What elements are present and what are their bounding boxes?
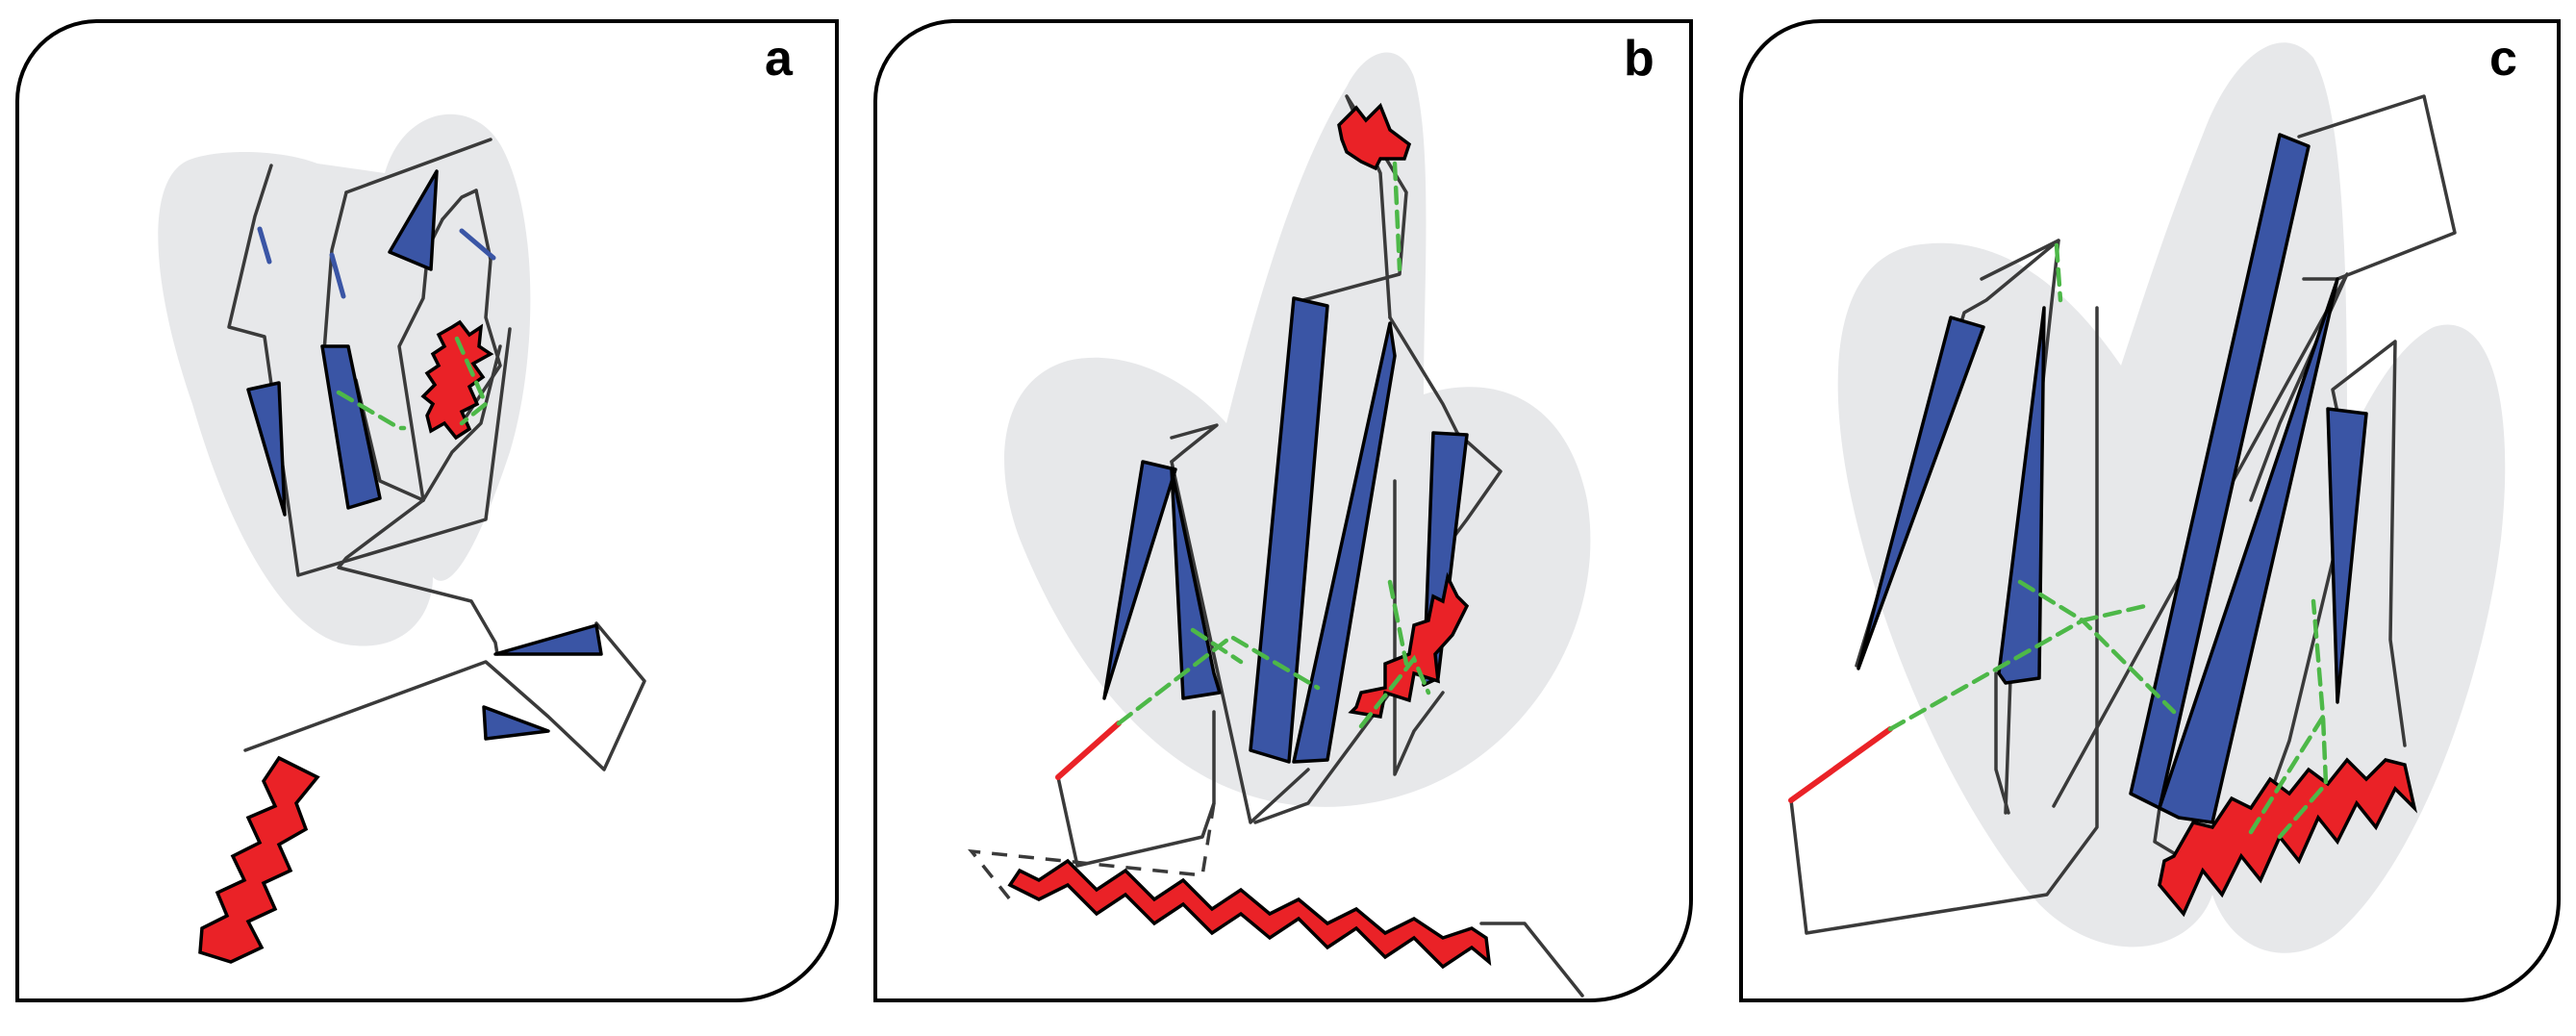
panel-a-strand-4 <box>493 623 603 656</box>
panel-c-coil-8 <box>2244 340 2407 863</box>
panel-a: a <box>15 19 839 1002</box>
panel-a-helix-small <box>420 319 494 441</box>
panel-a-hbond-2 <box>454 336 489 426</box>
panel-b-hbond-4 <box>1387 579 1409 667</box>
panel-a-strand-3 <box>388 169 439 271</box>
panel-b-coil-3 <box>1170 460 1310 824</box>
panel-c-helix <box>2158 757 2418 918</box>
panel-b-helix-long <box>1007 858 1492 970</box>
panel-b-coil-2 <box>1170 423 1219 464</box>
panel-a-coil-1 <box>227 164 512 577</box>
panel-a-strand-mark-2 <box>329 252 346 299</box>
panel-a-coil-5 <box>441 189 478 221</box>
panel-a-strand-1 <box>246 381 287 517</box>
panel-c-strand-1 <box>1856 316 1985 670</box>
panel-a-strand-5 <box>482 705 550 741</box>
panel-b-hbond-1 <box>1116 634 1321 726</box>
panel-b-strand-1 <box>1102 460 1177 700</box>
panel-b-hbond-2 <box>1190 627 1244 665</box>
panel-b-coil-dashed <box>968 802 1216 901</box>
panel-c-red-segment <box>1788 726 1893 803</box>
panel-a-coil-9 <box>243 621 646 771</box>
panel-c-coil-3 <box>1994 671 2010 815</box>
panel-c-strand-4 <box>2158 277 2339 824</box>
panel-c-coil-1 <box>1789 306 2099 935</box>
panel-a-label: a <box>765 31 794 87</box>
panel-b-strand-4 <box>1292 321 1397 764</box>
panel-c-domain-blob <box>1837 42 2506 953</box>
panel-a-helix-long <box>198 755 320 964</box>
panel-a-strand-mark-1 <box>257 226 272 265</box>
panel-c-strand-3 <box>2129 133 2311 810</box>
panel-b-hbond-3 <box>1358 654 1431 729</box>
panel-b-helix-mid <box>1348 571 1470 720</box>
panel-b-strand-3 <box>1249 296 1329 764</box>
panel-b: b <box>873 19 1693 1002</box>
panel-c-hbond-5 <box>2054 242 2063 303</box>
panel-b-coil-1 <box>1056 710 1216 868</box>
panel-a-coil-8 <box>337 498 499 656</box>
panel-b-coil-7 <box>1393 479 1445 776</box>
panel-c-hbond-4 <box>2277 714 2329 840</box>
panel-b-coil-6 <box>1388 316 1503 541</box>
panel-a-strand-2 <box>320 344 382 510</box>
panel-a-hbond-1 <box>336 390 407 431</box>
panel-a-coil-2 <box>344 138 492 194</box>
panel-b-red-segment <box>1055 720 1122 780</box>
panel-c-label: c <box>2489 31 2517 87</box>
panel-c-coil-5 <box>2297 94 2457 281</box>
panel-c: c <box>1739 19 2561 1002</box>
panel-b-coil-8 <box>1479 922 1584 998</box>
panel-b-helix-top <box>1337 102 1412 171</box>
panel-c-hbond-2 <box>2017 579 2148 623</box>
panel-a-coil-7 <box>460 189 502 425</box>
panel-a-coil-6 <box>421 344 502 502</box>
panel-b-hbond-5 <box>1392 161 1402 272</box>
panel-a-strand-mark-3 <box>459 228 496 261</box>
panel-b-label: b <box>1624 31 1654 87</box>
panel-c-strand-5 <box>2326 407 2368 704</box>
panel-b-strand-2 <box>1170 467 1222 700</box>
